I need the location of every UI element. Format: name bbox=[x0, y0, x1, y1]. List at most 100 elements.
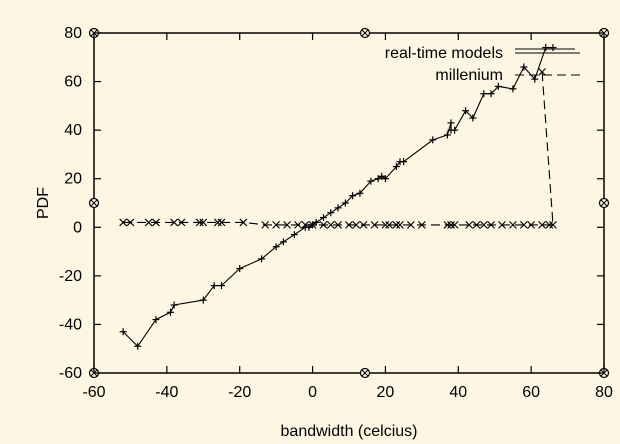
y-tick-label: -20 bbox=[59, 268, 82, 285]
frame-marker bbox=[598, 197, 610, 209]
y-tick-label: -60 bbox=[59, 365, 82, 382]
data-point bbox=[356, 189, 364, 197]
data-point bbox=[352, 220, 361, 229]
data-point bbox=[417, 220, 426, 229]
data-point bbox=[392, 220, 401, 229]
data-point bbox=[272, 243, 280, 251]
data-point bbox=[549, 220, 557, 229]
data-point bbox=[509, 85, 517, 93]
data-point bbox=[326, 220, 335, 229]
y-tick-label: 0 bbox=[73, 219, 82, 236]
data-point bbox=[385, 220, 393, 229]
data-point bbox=[527, 220, 536, 229]
data-point bbox=[443, 131, 451, 139]
data-point bbox=[319, 220, 328, 229]
data-point bbox=[290, 231, 298, 239]
data-point bbox=[294, 220, 302, 229]
series-1 bbox=[119, 67, 557, 229]
x-tick-label: 60 bbox=[522, 384, 540, 401]
data-point bbox=[469, 114, 477, 122]
data-point bbox=[487, 220, 495, 229]
data-point bbox=[479, 220, 488, 229]
data-point bbox=[538, 67, 546, 76]
data-point bbox=[126, 218, 135, 227]
y-tick-label: 80 bbox=[64, 25, 82, 42]
data-point bbox=[334, 204, 342, 212]
y-tick-label: 20 bbox=[64, 171, 82, 188]
data-point bbox=[345, 220, 353, 229]
data-point bbox=[542, 44, 550, 52]
data-point bbox=[381, 220, 390, 229]
data-point bbox=[199, 296, 207, 304]
data-point bbox=[320, 214, 327, 222]
y-tick-label: 40 bbox=[64, 122, 82, 139]
data-point bbox=[239, 218, 248, 227]
data-point bbox=[327, 209, 335, 217]
data-point bbox=[210, 282, 218, 290]
x-tick-label: -40 bbox=[155, 384, 178, 401]
x-tick-label: -20 bbox=[228, 384, 251, 401]
data-point bbox=[520, 63, 528, 71]
data-point bbox=[261, 220, 270, 229]
data-point bbox=[349, 192, 357, 200]
data-point bbox=[447, 220, 455, 229]
data-point bbox=[443, 220, 452, 229]
data-point bbox=[396, 220, 404, 229]
frame-marker bbox=[359, 367, 371, 379]
data-point bbox=[378, 172, 386, 180]
data-point bbox=[213, 218, 222, 227]
data-point bbox=[217, 218, 226, 227]
data-point bbox=[312, 218, 320, 226]
data-point bbox=[450, 220, 459, 229]
data-point bbox=[119, 218, 128, 227]
data-point bbox=[236, 265, 244, 273]
y-tick-label: -40 bbox=[59, 316, 82, 333]
data-point bbox=[152, 316, 160, 324]
x-tick-label: 0 bbox=[308, 384, 317, 401]
x-tick-label: 40 bbox=[449, 384, 467, 401]
data-point bbox=[119, 328, 127, 336]
data-point bbox=[218, 282, 225, 290]
data-point bbox=[472, 220, 481, 229]
data-point bbox=[531, 75, 539, 83]
data-point bbox=[381, 175, 389, 183]
legend-entry: real-time models bbox=[385, 45, 580, 62]
frame-marker bbox=[359, 27, 371, 39]
plot-frame bbox=[93, 32, 605, 374]
data-point bbox=[272, 220, 281, 229]
series-0 bbox=[119, 44, 557, 350]
data-point bbox=[370, 220, 379, 229]
legend-label: real-time models bbox=[385, 45, 503, 62]
data-point bbox=[494, 82, 502, 90]
data-point bbox=[144, 218, 153, 227]
data-point bbox=[258, 255, 266, 263]
data-point bbox=[519, 220, 528, 229]
data-point bbox=[429, 136, 437, 144]
data-point bbox=[195, 218, 204, 227]
data-point bbox=[374, 175, 382, 183]
data-point bbox=[487, 90, 495, 98]
data-point bbox=[465, 220, 474, 229]
series-line bbox=[122, 47, 553, 348]
frame-marker bbox=[88, 197, 100, 209]
data-point bbox=[359, 220, 368, 229]
x-tick-label: 20 bbox=[377, 384, 395, 401]
data-point bbox=[134, 342, 142, 350]
data-point bbox=[509, 220, 517, 229]
data-point bbox=[199, 218, 208, 227]
data-point bbox=[545, 220, 554, 229]
data-point bbox=[538, 220, 546, 229]
x-tick-label: 80 bbox=[595, 384, 613, 401]
data-point bbox=[170, 218, 179, 227]
legend-label: millenium bbox=[435, 67, 503, 84]
data-point bbox=[392, 163, 400, 171]
data-point bbox=[400, 158, 408, 166]
data-point bbox=[177, 218, 186, 227]
x-axis-label: bandwidth (celcius) bbox=[281, 423, 418, 440]
data-point bbox=[279, 238, 287, 246]
legend-entry: millenium bbox=[435, 67, 580, 84]
data-point bbox=[367, 177, 375, 185]
y-tick-label: 60 bbox=[64, 74, 82, 91]
